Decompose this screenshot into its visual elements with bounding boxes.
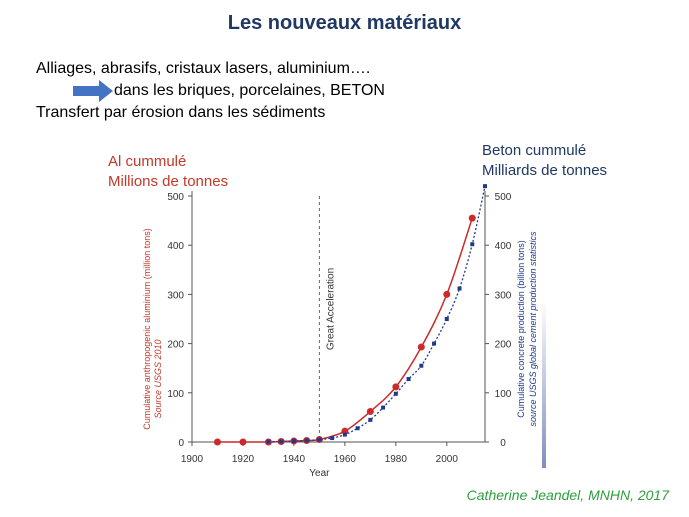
- aluminium-label-line1: Al cummulé: [108, 153, 187, 170]
- y-axis-right-label: Cumulative concrete production (billion …: [516, 240, 526, 418]
- concrete-point: [393, 391, 398, 396]
- concrete-point: [330, 436, 335, 441]
- aluminium-point: [213, 438, 221, 446]
- x-tick-label: 1960: [334, 454, 357, 465]
- y-tick-label-right: 0: [500, 438, 506, 449]
- concrete-point: [381, 405, 386, 410]
- concrete-point: [355, 426, 360, 431]
- concrete-point: [317, 437, 322, 442]
- x-tick-label: 1980: [385, 454, 408, 465]
- concrete-point: [304, 438, 309, 443]
- x-tick-label: 1920: [232, 454, 255, 465]
- y-tick-label-left: 200: [167, 340, 184, 351]
- concrete-point: [266, 439, 271, 444]
- concrete-point: [432, 341, 437, 346]
- slide-title: Les nouveaux matériaux: [227, 12, 462, 34]
- y-tick-label-left: 0: [178, 438, 184, 449]
- y-axis-left-label: Cumulative anthropogenic aluminium (mill…: [142, 228, 152, 430]
- y-tick-label-left: 400: [167, 241, 184, 252]
- right-gradient-bar: [542, 300, 546, 468]
- concrete-label-line2: Milliards de tonnes: [482, 162, 608, 179]
- concrete-point: [291, 439, 296, 444]
- y-tick-label-right: 400: [495, 241, 512, 252]
- y-tick-label-right: 500: [495, 192, 512, 203]
- concrete-label-line1: Beton cummulé: [482, 142, 587, 159]
- concrete-point: [457, 286, 462, 291]
- x-tick-label: 2000: [436, 454, 459, 465]
- text-line-alloys: Alliages, abrasifs, cristaux lasers, alu…: [36, 60, 371, 77]
- credit-text: Catherine Jeandel, MNHN, 2017: [466, 487, 669, 503]
- text-line-bricks: dans les briques, porcelaines, BETON: [114, 82, 385, 99]
- aluminium-point: [239, 438, 247, 446]
- x-tick-label: 1900: [181, 454, 204, 465]
- concrete-point: [342, 432, 347, 437]
- aluminium-point: [392, 383, 400, 391]
- concrete-point: [368, 417, 373, 422]
- great-acceleration-label: Great Acceleration: [325, 268, 336, 350]
- y-tick-label-left: 500: [167, 192, 184, 203]
- x-axis-label: Year: [309, 468, 330, 479]
- y-tick-label-right: 300: [495, 290, 512, 301]
- right-arrow-icon: [73, 80, 113, 102]
- aluminium-series-line: [217, 217, 473, 443]
- concrete-point: [279, 439, 284, 444]
- text-line-erosion: Transfert par érosion dans les sédiments: [36, 104, 326, 121]
- concrete-point: [419, 363, 424, 368]
- y-axis-left-source: Source USGS 2010: [153, 339, 163, 418]
- y-tick-label-right: 200: [495, 340, 512, 351]
- y-tick-label-right: 100: [495, 389, 512, 400]
- y-tick-label-left: 100: [167, 389, 184, 400]
- concrete-point: [444, 317, 449, 321]
- x-tick-label: 1940: [283, 454, 306, 465]
- aluminium-point: [443, 290, 451, 298]
- concrete-point: [483, 184, 487, 189]
- concrete-point: [406, 377, 411, 382]
- concrete-series-line: [268, 186, 486, 443]
- aluminium-point: [417, 343, 425, 351]
- aluminium-label: Al cummulé Millions de tonnes: [108, 152, 228, 192]
- y-axis-right-source: source USGS global cement production sta…: [528, 231, 538, 427]
- aluminium-point: [366, 407, 374, 415]
- aluminium-label-line2: Millions de tonnes: [108, 173, 229, 190]
- concrete-label: Beton cummulé Milliards de tonnes: [482, 141, 607, 181]
- y-tick-label-left: 300: [167, 290, 184, 301]
- concrete-point: [470, 242, 475, 247]
- aluminium-point: [468, 214, 476, 222]
